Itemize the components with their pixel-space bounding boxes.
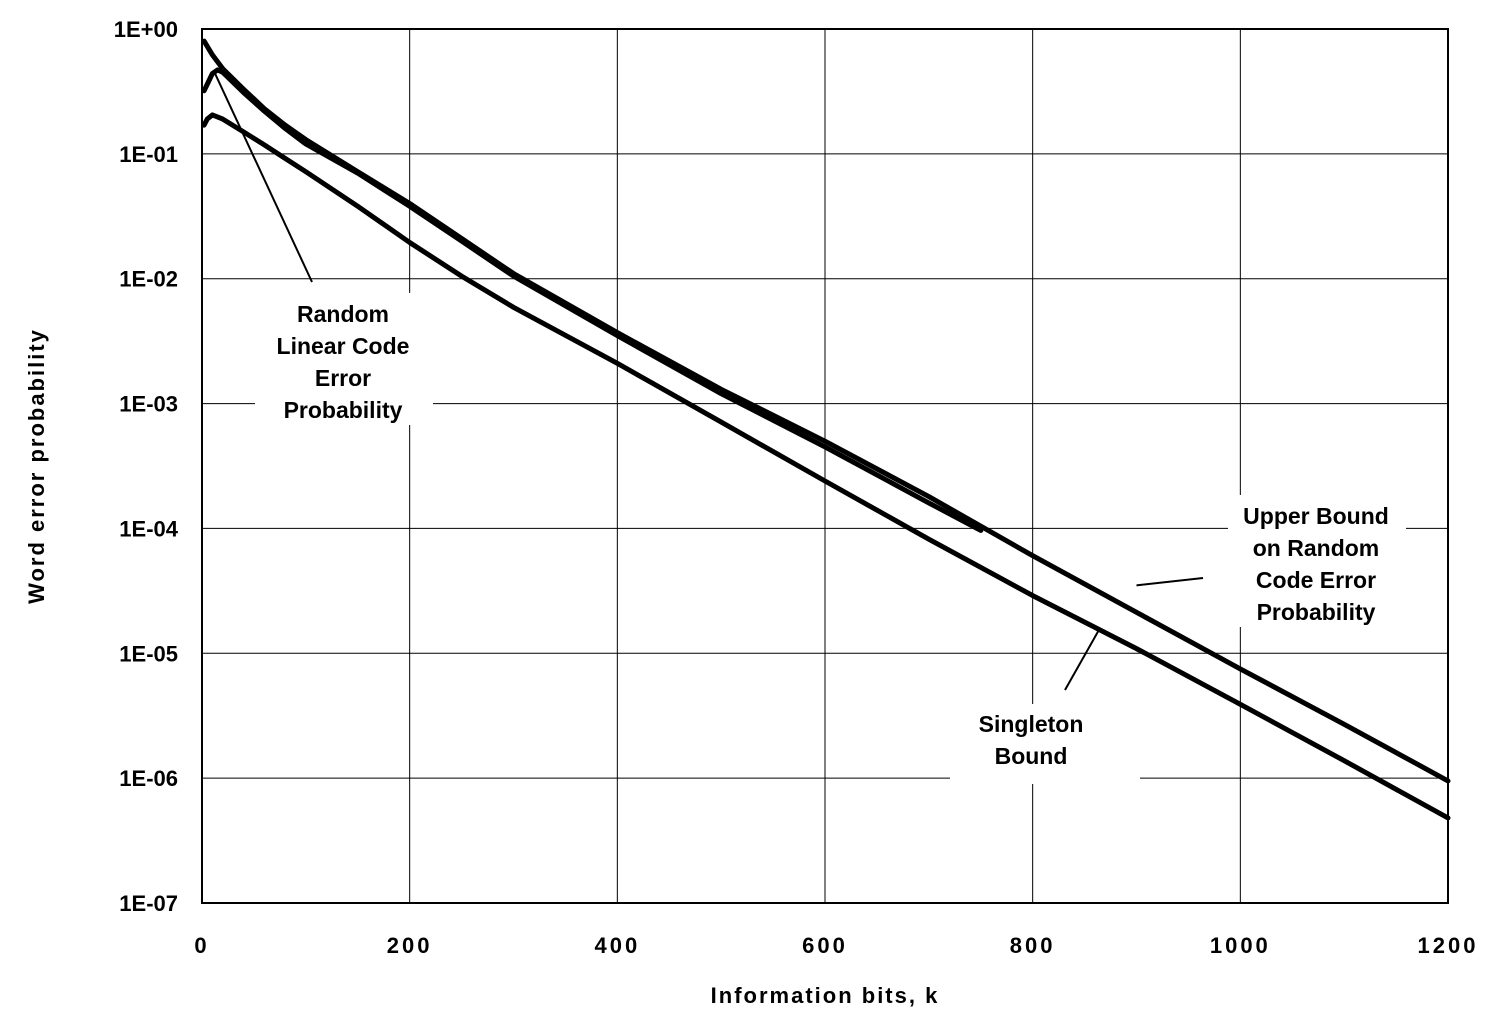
x-tick-label: 0 bbox=[194, 933, 209, 958]
y-axis-ticks: 1E+00 1E-01 1E-02 1E-03 1E-04 1E-05 1E-06 1E-07 bbox=[114, 17, 179, 916]
y-tick-label: 1E-06 bbox=[119, 766, 178, 791]
x-tick-label: 1200 bbox=[1418, 933, 1479, 958]
singleton-label-leader-line bbox=[1064, 627, 1102, 691]
random-linear-label-text: Probability bbox=[284, 397, 403, 423]
x-tick-label: 400 bbox=[594, 933, 640, 958]
grid bbox=[202, 29, 1448, 903]
series-line-random-linear bbox=[201, 67, 984, 533]
random-linear-label-text: Error bbox=[315, 365, 371, 391]
x-tick-label: 600 bbox=[802, 933, 848, 958]
singleton-label-text: Singleton bbox=[979, 711, 1084, 737]
singleton-label-background bbox=[950, 704, 1140, 784]
y-tick-label: 1E-04 bbox=[119, 516, 178, 541]
series-line-singleton bbox=[201, 112, 1451, 821]
y-tick-label: 1E-01 bbox=[119, 142, 178, 167]
upper-bound-label-text: on Random bbox=[1253, 535, 1380, 561]
x-tick-label: 200 bbox=[387, 933, 433, 958]
annotation-layer: Random Linear Code Error Probability Upper B… bbox=[213, 71, 1406, 784]
x-axis-label: Information bits, k bbox=[711, 983, 940, 1008]
singleton-label-text: Bound bbox=[995, 743, 1068, 769]
y-tick-label: 1E-07 bbox=[119, 891, 178, 916]
random-linear-label-text: Linear Code bbox=[277, 333, 410, 359]
x-tick-label: 800 bbox=[1010, 933, 1056, 958]
random-linear-label-background bbox=[255, 293, 433, 425]
plot-frame bbox=[201, 28, 1449, 904]
upper-bound-label-background bbox=[1228, 495, 1406, 627]
x-tick-label: 1000 bbox=[1210, 933, 1271, 958]
upper-bound-label-leader-line bbox=[1136, 577, 1204, 587]
y-axis-label: Word error probability bbox=[24, 328, 49, 604]
series-layer bbox=[201, 38, 1451, 821]
upper-bound-label-text: Upper Bound bbox=[1243, 503, 1389, 529]
x-axis-ticks: 0 200 400 600 800 1000 1200 bbox=[194, 933, 1479, 958]
random-linear-label-leader-line bbox=[213, 71, 313, 283]
y-tick-label: 1E-02 bbox=[119, 267, 178, 292]
upper-bound-label-text: Probability bbox=[1257, 599, 1376, 625]
y-tick-label: 1E-05 bbox=[119, 641, 178, 666]
y-tick-label: 1E-03 bbox=[119, 392, 178, 417]
upper-bound-label-text: Code Error bbox=[1256, 567, 1376, 593]
random-linear-label-text: Random bbox=[297, 301, 389, 327]
y-tick-label: 1E+00 bbox=[114, 17, 178, 42]
